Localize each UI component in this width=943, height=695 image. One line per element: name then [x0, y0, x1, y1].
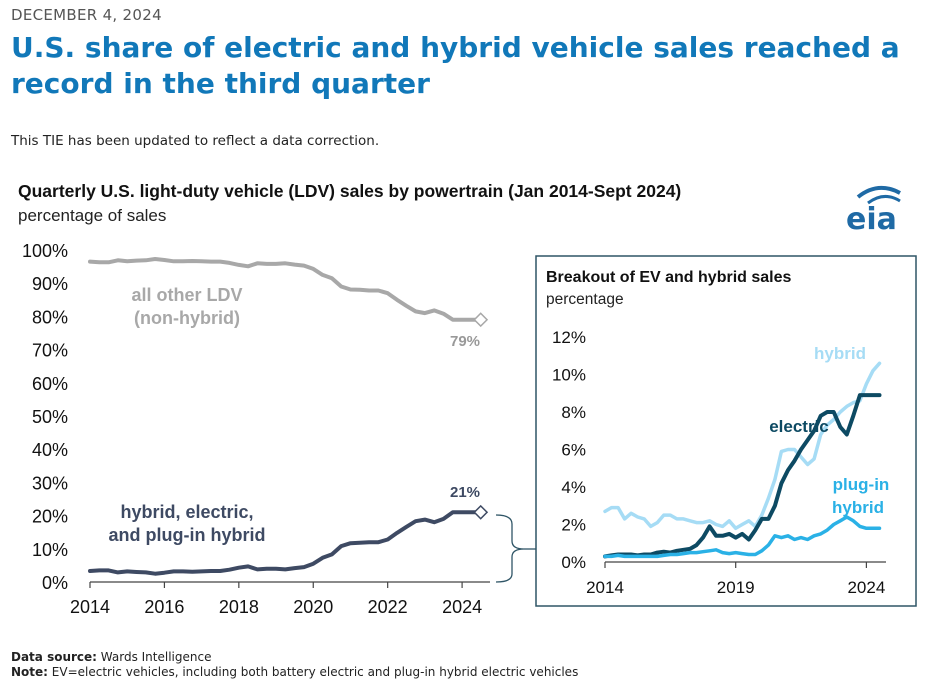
main-y-tick-label-2: 20% — [32, 507, 68, 527]
main-x-tick-label-1: 2016 — [144, 597, 184, 617]
main-y-tick-label-7: 70% — [32, 341, 68, 361]
note-text: EV=electric vehicles, including both bat… — [47, 665, 579, 679]
main-series-end-label-0: 79% — [450, 333, 480, 350]
eia-logo-swoosh-2 — [867, 195, 901, 205]
inset-chart-subtitle: percentage — [546, 291, 624, 308]
main-series-end-marker-1 — [473, 504, 489, 520]
main-series-name-0: all other LDV — [131, 285, 242, 305]
main-y-tick-label-9: 90% — [32, 274, 68, 294]
bracket-connector — [495, 514, 525, 583]
main-y-tick-label-1: 10% — [32, 540, 68, 560]
eia-logo-text: eia — [846, 202, 897, 233]
inset-series-line-1 — [603, 393, 882, 559]
publish-date: DECEMBER 4, 2024 — [11, 6, 162, 24]
main-series-line-1 — [88, 510, 483, 576]
inset-series-name-2-line2: hybrid — [832, 498, 884, 517]
inset-y-tick-label-0: 0% — [561, 553, 586, 572]
inset-y-tick-label-2: 4% — [561, 478, 586, 497]
note-label: Note: — [11, 665, 48, 679]
inset-x-tick-label-1: 2019 — [717, 578, 755, 597]
inset-x-tick-label-0: 2014 — [586, 578, 624, 597]
main-x-tick-label-2: 2018 — [219, 597, 259, 617]
main-series-line-0 — [88, 257, 483, 322]
main-y-tick-label-10: 100% — [22, 241, 68, 261]
main-series-name-0-line2: (non-hybrid) — [134, 308, 240, 328]
inset-series-name-1: electric — [769, 417, 829, 436]
inset-frame — [535, 255, 917, 607]
main-y-tick-label-0: 0% — [42, 573, 68, 593]
inset-y-tick-label-4: 8% — [561, 403, 586, 422]
inset-series-line-0 — [603, 361, 882, 531]
inset-chart-title: Breakout of EV and hybrid sales — [546, 269, 792, 286]
main-chart-subtitle: percentage of sales — [18, 206, 166, 225]
main-series-end-label-1: 21% — [450, 484, 480, 501]
eia-logo: eia — [846, 185, 901, 233]
main-x-tick-label-3: 2020 — [293, 597, 333, 617]
correction-note: This TIE has been updated to reflect a d… — [11, 133, 380, 149]
source-text: Wards Intelligence — [96, 650, 212, 664]
main-x-tick-label-4: 2022 — [368, 597, 408, 617]
main-y-tick-label-3: 30% — [32, 473, 68, 493]
inset-series-name-2: plug-in — [833, 475, 890, 494]
main-series-name-1-line2: and plug-in hybrid — [109, 525, 266, 545]
eia-logo-swoosh-1 — [856, 185, 901, 199]
main-series-name-1: hybrid, electric, — [120, 502, 253, 522]
main-x-tick-label-0: 2014 — [70, 597, 110, 617]
inset-x-tick-label-2: 2024 — [847, 578, 885, 597]
main-x-tick-label-5: 2024 — [442, 597, 482, 617]
inset-y-tick-label-3: 6% — [561, 441, 586, 460]
inset-series-name-0: hybrid — [814, 344, 866, 363]
main-chart-title: Quarterly U.S. light-duty vehicle (LDV) … — [18, 181, 681, 201]
inset-y-tick-label-5: 10% — [552, 366, 586, 385]
main-series-end-marker-0 — [473, 312, 489, 328]
source-label: Data source: — [11, 650, 97, 664]
main-y-tick-label-6: 60% — [32, 374, 68, 394]
footer-source: Data source: Wards Intelligence — [11, 650, 211, 664]
main-y-tick-label-5: 50% — [32, 407, 68, 427]
main-y-tick-label-4: 40% — [32, 440, 68, 460]
inset-y-tick-label-1: 2% — [561, 516, 586, 535]
inset-series-line-2 — [603, 515, 882, 559]
main-y-tick-label-8: 80% — [32, 307, 68, 327]
headline: U.S. share of electric and hybrid vehicl… — [11, 31, 900, 100]
inset-y-tick-label-6: 12% — [552, 328, 586, 347]
footer-note: Note: EV=electric vehicles, including bo… — [11, 665, 578, 679]
